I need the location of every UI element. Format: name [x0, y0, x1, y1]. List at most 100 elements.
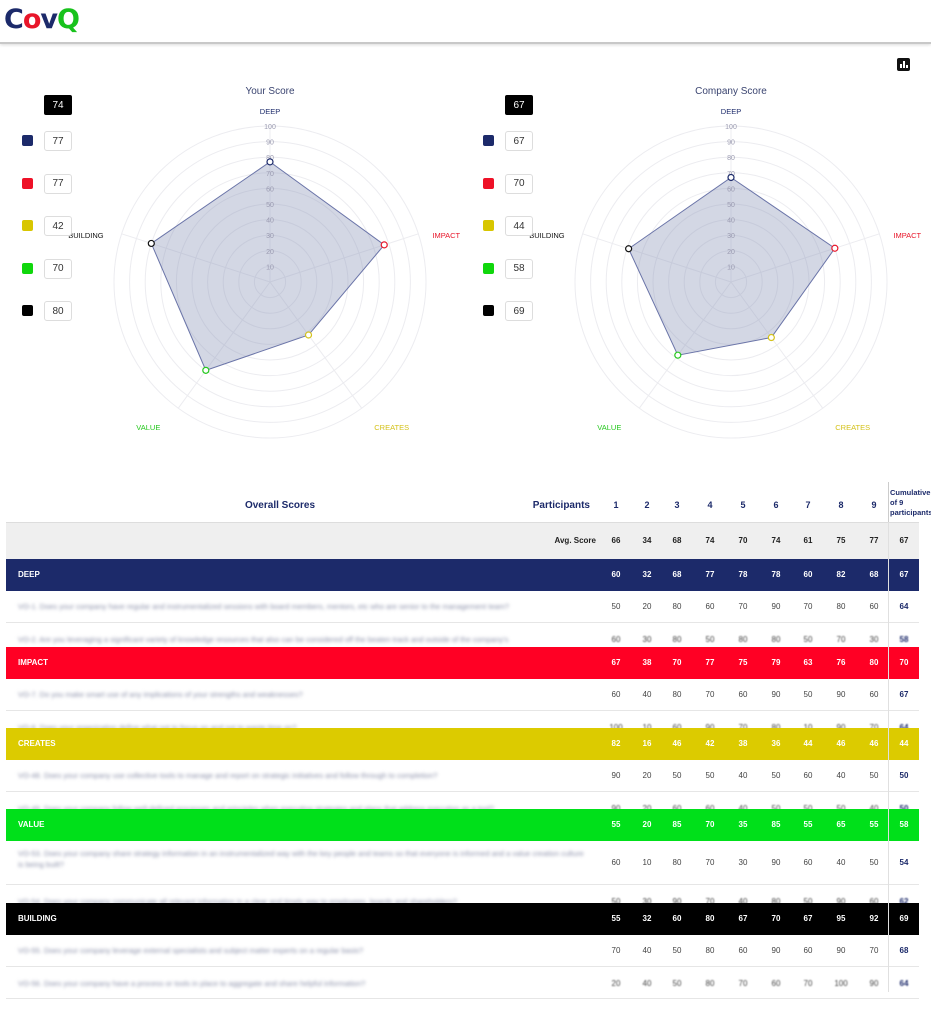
section-score-cell: 32 [642, 914, 652, 923]
legend-swatch [22, 135, 33, 146]
covq-logo[interactable]: CovQ [4, 4, 80, 35]
radar-tick-label: 40 [727, 218, 735, 225]
question-score-cell: 50 [826, 804, 856, 813]
radar-point [147, 239, 155, 248]
question-row[interactable]: VO-55. Does your company leverage extern… [6, 934, 919, 967]
question-score-cell: 70 [705, 897, 715, 906]
question-score-cell: 10 [642, 858, 652, 867]
question-score-cell: 80 [761, 723, 791, 732]
question-score-cell: 90 [601, 804, 631, 813]
section-score-cell: 68 [672, 570, 682, 579]
participant-column-header[interactable]: 9 [871, 500, 877, 510]
question-score-cell: 50 [803, 635, 813, 644]
radar-tick-label: 50 [266, 202, 274, 209]
radar-title: Company Score [695, 86, 767, 97]
section-score-cell: 55 [611, 914, 621, 923]
question-row[interactable]: VO-48. Does your company use collective … [6, 759, 919, 792]
question-score-cell: 60 [869, 602, 879, 611]
section-score-cell: 38 [738, 739, 748, 748]
radar-point [831, 244, 839, 252]
question-score-cell: 60 [705, 602, 715, 611]
avg-score-cell: 74 [771, 536, 781, 545]
section-cumulative-cell: 58 [899, 820, 909, 829]
section-score-cell: 42 [705, 739, 715, 748]
section-row-creates[interactable]: CREATES 82 16 46 42 38 36 44 46 46 44 [6, 728, 919, 760]
section-row-deep[interactable]: DEEP 60 32 68 77 78 78 60 82 68 67 [6, 559, 919, 591]
participant-column-header[interactable]: 7 [805, 500, 811, 510]
question-score-cell: 80 [771, 897, 781, 906]
radar-axis-label: CREATES [835, 423, 870, 432]
participant-column-header[interactable]: 5 [740, 500, 746, 510]
radar-spoke [121, 233, 271, 283]
question-score-cell: 40 [859, 804, 889, 813]
question-score-cell: 100 [601, 723, 631, 732]
question-score-cell: 70 [738, 602, 748, 611]
question-row[interactable]: VO-53. Does your company share strategy … [6, 840, 919, 885]
question-score-cell: 70 [836, 635, 846, 644]
question-text: VO-49. Does your company follow well-def… [18, 803, 588, 814]
question-score-cell: 10 [793, 723, 823, 732]
question-score-cell: 90 [695, 723, 725, 732]
radar-tick-label: 70 [266, 171, 274, 178]
question-score-cell: 20 [642, 602, 652, 611]
question-score-cell: 90 [771, 690, 781, 699]
legend-value: 44 [505, 216, 533, 236]
question-score-cell: 10 [632, 723, 662, 732]
question-cumulative-cell: 67 [899, 690, 909, 699]
question-score-cell: 80 [672, 635, 682, 644]
participant-column-header[interactable]: 3 [674, 500, 680, 510]
section-score-cell: 67 [611, 658, 621, 667]
radar-chart-your-score: Your Score102030405060708090100DEEPIMPAC… [68, 86, 461, 439]
question-score-cell: 60 [662, 804, 692, 813]
avg-score-label: Avg. Score [554, 536, 597, 545]
participant-column-header[interactable]: 1 [613, 500, 619, 510]
legend-swatch [483, 262, 494, 274]
section-score-cell: 55 [611, 820, 621, 829]
radar-charts: Your Score 10 20 30 40 50 60 70 80 90 100 DEEP IMPAC… [68, 86, 922, 439]
legend-value: 42 [44, 216, 72, 236]
radar-tick-label: 30 [266, 233, 274, 240]
section-score-cell: 63 [803, 658, 813, 667]
section-score-cell: 60 [611, 570, 621, 579]
section-row-value[interactable]: VALUE 55 20 85 70 35 85 55 65 55 58 [6, 809, 919, 841]
question-row[interactable]: VO-1. Does your company have regular and… [6, 590, 919, 623]
participants-label: Participants [532, 500, 590, 511]
question-score-cell: 30 [869, 635, 879, 644]
radar-axis-label: VALUE [597, 423, 621, 432]
question-row[interactable]: VO-56. Does your company have a process … [6, 967, 919, 999]
bar-chart-icon[interactable] [897, 58, 910, 71]
section-cumulative-cell: 67 [899, 570, 909, 579]
question-score-cell: 90 [836, 946, 846, 955]
section-score-cell: 95 [836, 914, 846, 923]
section-score-cell: 55 [869, 820, 879, 829]
question-score-cell: 30 [738, 858, 748, 867]
section-row-building[interactable]: BUILDING 55 32 60 80 67 70 67 95 92 69 [6, 903, 919, 935]
participant-column-header[interactable]: 8 [838, 500, 844, 510]
question-score-cell: 90 [771, 858, 781, 867]
avg-cumulative-cell: 67 [899, 536, 909, 545]
participant-column-header[interactable]: 6 [773, 500, 779, 510]
total-score-badge: 67 [505, 95, 533, 115]
avg-score-cell: 61 [803, 536, 813, 545]
question-score-cell: 70 [859, 723, 889, 732]
question-score-cell: 50 [803, 897, 813, 906]
question-row[interactable]: VO-7. Do you make smart use of any impli… [6, 678, 919, 711]
participant-column-header[interactable]: 4 [707, 500, 713, 510]
section-score-cell: 79 [771, 658, 781, 667]
radar-spoke [582, 233, 732, 283]
section-score-cell: 92 [869, 914, 879, 923]
radar-point [202, 366, 210, 374]
section-cumulative-cell: 44 [899, 739, 909, 748]
section-row-impact[interactable]: IMPACT 67 38 70 77 75 79 63 76 80 70 [6, 647, 919, 679]
section-score-cell: 76 [836, 658, 846, 667]
radar-point [625, 245, 633, 253]
question-score-cell: 100 [834, 979, 848, 988]
participant-column-header[interactable]: 2 [644, 500, 650, 510]
section-name: CREATES [18, 739, 56, 748]
avg-score-cell: 66 [611, 536, 621, 545]
legend-swatch [483, 220, 494, 231]
radar-point [674, 351, 682, 359]
section-score-cell: 46 [836, 739, 846, 748]
radar-axis-label: DEEP [260, 107, 280, 116]
avg-score-row: Avg. Score 66 34 68 74 70 74 61 75 77 67 [6, 522, 919, 560]
